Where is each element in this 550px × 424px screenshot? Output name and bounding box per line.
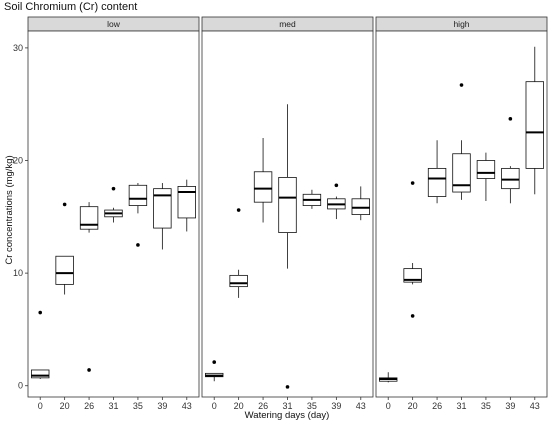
y-tick-label: 30 <box>13 43 23 53</box>
box-low-31 <box>104 186 123 223</box>
x-tick-label: 20 <box>234 401 244 411</box>
box-iqr <box>128 184 148 206</box>
outlier-point <box>111 186 116 191</box>
x-tick-label: 39 <box>157 401 167 411</box>
strip-label-med: med <box>279 19 296 29</box>
box-med-43 <box>351 186 370 221</box>
y-tick-label: 0 <box>18 381 23 391</box>
x-tick-label: 20 <box>408 401 418 411</box>
box-iqr <box>79 206 99 230</box>
panel-low: low 0 20 26 31 35 39 43 <box>27 16 200 411</box>
y-tick-label: 10 <box>13 268 23 278</box>
outlier-point <box>62 202 67 207</box>
x-tick-label: 31 <box>456 401 466 411</box>
box-low-20 <box>55 202 74 295</box>
x-tick-label: 39 <box>505 401 515 411</box>
panel-high: high 0 20 26 31 35 39 43 <box>375 16 548 411</box>
x-tick-label: 0 <box>38 401 43 411</box>
strip-label-low: low <box>107 19 121 29</box>
box-iqr <box>153 188 172 229</box>
x-tick-label: 43 <box>530 401 540 411</box>
outlier-point <box>236 208 241 212</box>
box-low-43 <box>177 179 196 232</box>
strip-label-high: high <box>453 19 469 29</box>
box-med-20 <box>229 208 248 298</box>
box-iqr <box>351 198 370 215</box>
box-high-20 <box>403 181 422 318</box>
x-tick-label: 0 <box>386 401 391 411</box>
box-high-39 <box>501 117 520 204</box>
x-tick-label: 43 <box>356 401 366 411</box>
box-high-0 <box>379 372 398 383</box>
outlier-point <box>508 117 513 121</box>
outlier-point <box>410 314 415 318</box>
outlier-point <box>334 183 339 188</box>
box-iqr <box>31 369 50 379</box>
panel-med: med 0 20 26 31 35 39 43 <box>201 16 374 411</box>
box-iqr <box>55 255 74 285</box>
x-tick-label: 26 <box>258 401 268 411</box>
x-tick-label: 43 <box>182 401 192 411</box>
box-med-31 <box>278 104 297 389</box>
box-med-0 <box>205 360 224 382</box>
outlier-point <box>285 385 290 389</box>
x-tick-label: 35 <box>133 401 143 411</box>
outlier-point <box>38 310 43 315</box>
box-low-0 <box>31 310 50 379</box>
x-tick-label: 35 <box>481 401 491 411</box>
outlier-point <box>212 360 217 364</box>
box-low-35 <box>128 183 148 247</box>
x-tick-label: 20 <box>60 401 70 411</box>
y-axis-title: Cr concentrations (mg/kg) <box>4 155 15 264</box>
x-tick-label: 35 <box>307 401 317 411</box>
outlier-point <box>459 83 464 87</box>
x-tick-label: 39 <box>331 401 341 411</box>
box-iqr <box>501 167 520 190</box>
x-tick-label: 26 <box>84 401 94 411</box>
outlier-point <box>87 368 91 372</box>
y-tick-label: 20 <box>13 156 23 166</box>
box-iqr <box>403 268 422 283</box>
box-iqr <box>177 186 196 219</box>
x-tick-label: 31 <box>108 401 118 411</box>
box-high-43 <box>525 46 544 195</box>
y-axis: 0 10 20 30 <box>13 43 28 391</box>
x-axis-title: Watering days (day) <box>245 410 330 421</box>
box-high-31 <box>452 83 471 200</box>
x-tick-label: 31 <box>282 401 292 411</box>
box-iqr <box>476 160 496 179</box>
x-tick-label: 0 <box>212 401 217 411</box>
box-low-26 <box>79 202 99 372</box>
chart-title: Soil Chromium (Cr) content <box>4 1 138 13</box>
outlier-point <box>410 181 415 185</box>
box-iqr <box>278 176 297 233</box>
box-low-39 <box>153 183 172 250</box>
box-iqr <box>452 153 471 193</box>
box-iqr <box>253 171 273 203</box>
panel-frame <box>375 30 548 398</box>
box-iqr <box>229 274 248 288</box>
panels: low 0 20 26 31 35 39 43 med 0 20 26 31 35 39 43 high 0 20 2… <box>27 16 548 411</box>
box-med-26 <box>253 137 273 223</box>
x-tick-label: 26 <box>432 401 442 411</box>
box-high-35 <box>476 152 496 202</box>
box-med-39 <box>327 183 346 220</box>
box-iqr <box>525 81 544 169</box>
outlier-point <box>136 243 140 247</box>
box-iqr <box>427 167 447 197</box>
box-med-35 <box>302 189 322 209</box>
box-high-26 <box>427 140 447 204</box>
